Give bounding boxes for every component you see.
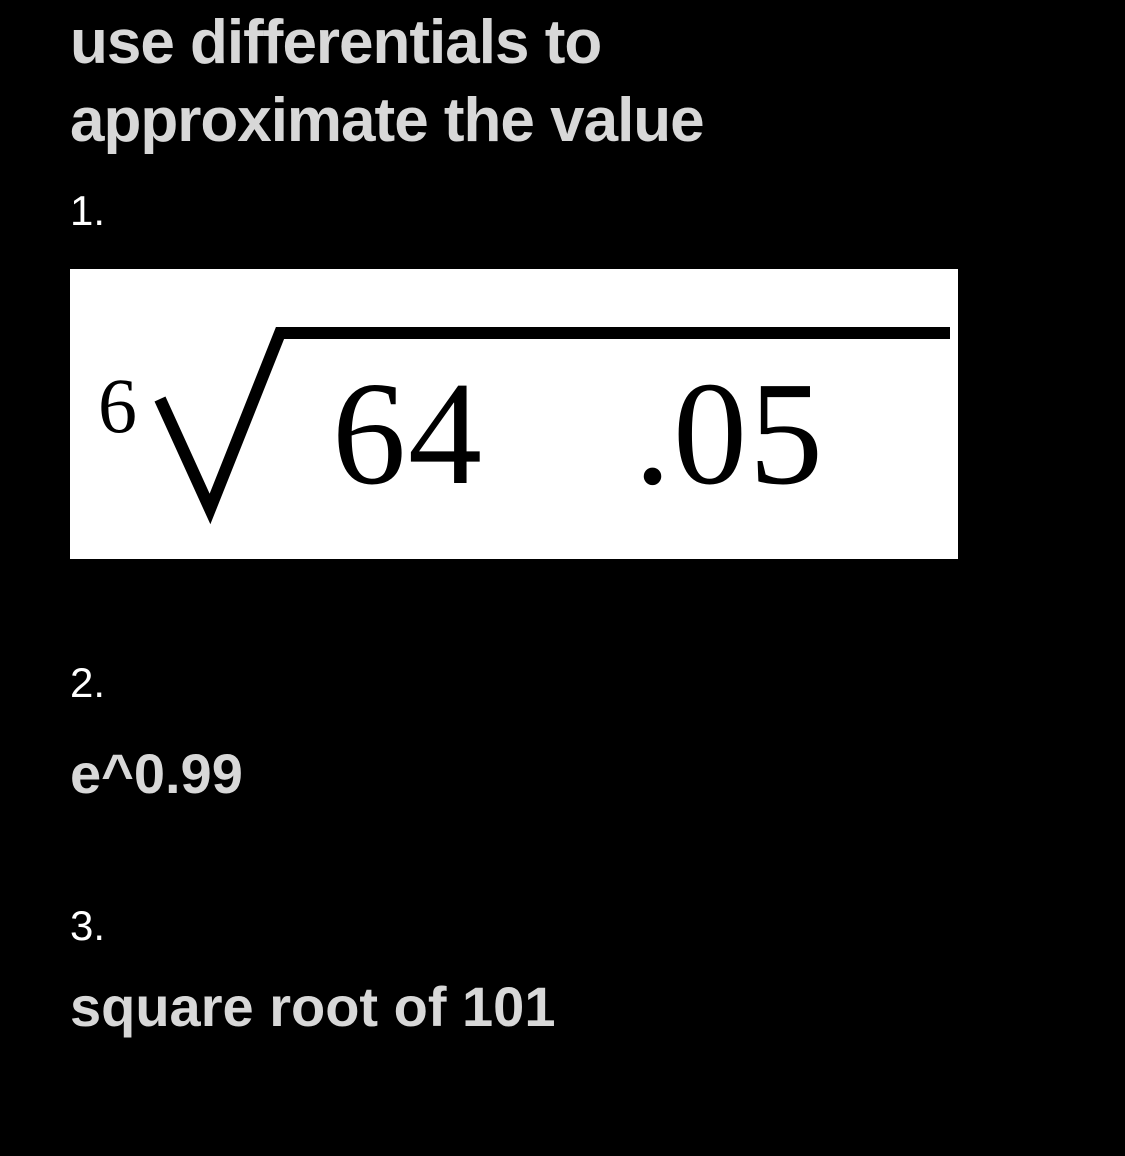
question-1-math-panel: 6 64 .05 [70, 269, 958, 559]
question-2-expression: e^0.99 [70, 741, 1055, 806]
question-1-number: 1. [70, 187, 1055, 235]
root-index: 6 [98, 361, 137, 451]
title-line-1: use differentials to [70, 8, 601, 77]
question-3-number: 3. [70, 902, 1055, 950]
page-title: use differentials to approximate the val… [70, 4, 1055, 159]
question-2-number: 2. [70, 659, 1055, 707]
radicand-value: 64 .05 [332, 349, 825, 519]
page-root: use differentials to approximate the val… [0, 4, 1125, 1039]
question-3-expression: square root of 101 [70, 974, 1055, 1039]
title-line-2: approximate the value [70, 86, 704, 155]
